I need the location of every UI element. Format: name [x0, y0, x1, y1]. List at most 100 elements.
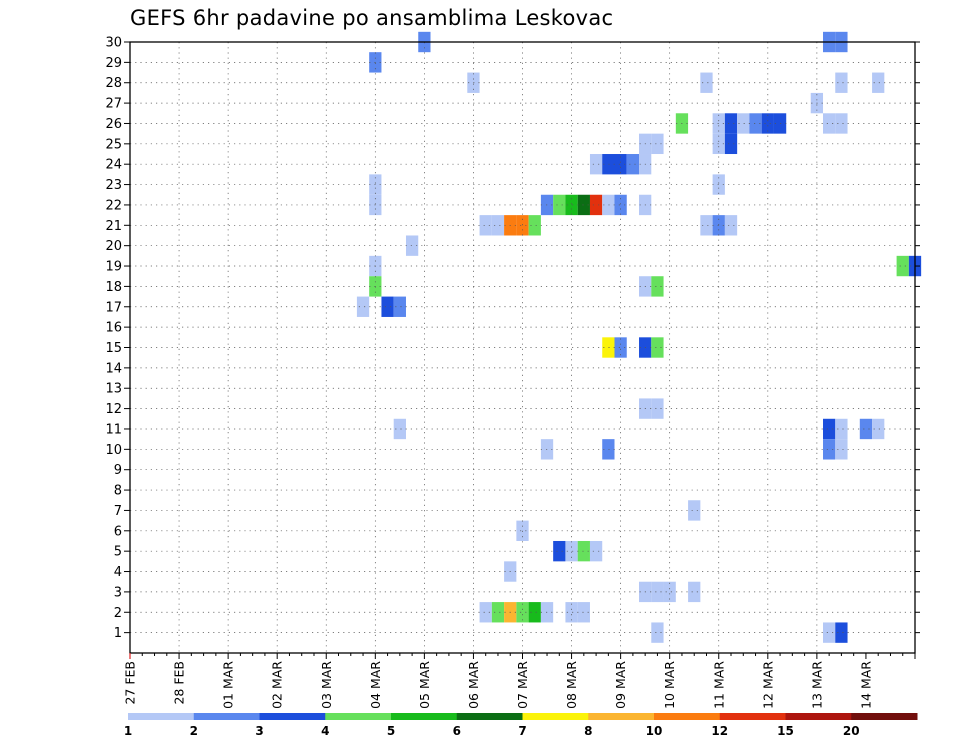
- legend-label: 20: [843, 724, 860, 738]
- heatmap-cell: [651, 133, 664, 155]
- heatmap-cell: [761, 113, 774, 134]
- y-tick-label: 14: [105, 361, 122, 376]
- heatmap-cell: [602, 154, 615, 175]
- heatmap-cell: [823, 113, 836, 134]
- y-tick-label: 8: [114, 484, 122, 499]
- legend-label: 2: [190, 724, 198, 738]
- heatmap-cell: [651, 398, 664, 419]
- heatmap-cell: [626, 154, 640, 175]
- legend-swatch: [588, 713, 655, 720]
- legend-label: 5: [387, 724, 395, 738]
- y-tick-label: 28: [105, 76, 122, 91]
- y-tick-label: 25: [105, 137, 122, 152]
- legend-label: 10: [646, 724, 663, 738]
- x-tick-label: 28 FEB: [172, 661, 187, 705]
- heatmap-cell: [688, 581, 701, 603]
- heatmap-cell: [651, 581, 664, 603]
- heatmap-cells: [356, 31, 922, 643]
- y-axis: 1234567891011121314151617181920212223242…: [105, 36, 920, 641]
- y-tick-label: 13: [105, 382, 122, 397]
- legend-label: 12: [711, 724, 728, 738]
- heatmap-cell: [896, 255, 909, 277]
- x-tick-label: 09 MAR: [613, 661, 628, 709]
- y-tick-label: 10: [105, 443, 122, 458]
- heatmap-cell: [872, 418, 885, 440]
- heatmap-cell: [589, 194, 603, 216]
- heatmap-cell: [491, 602, 505, 623]
- heatmap-cell: [749, 113, 762, 134]
- heatmap-cell: [565, 194, 578, 216]
- legend-swatch: [522, 713, 589, 720]
- y-tick-label: 12: [105, 402, 122, 417]
- x-tick-label: 03 MAR: [319, 661, 334, 709]
- y-tick-label: 11: [105, 422, 122, 437]
- x-tick-label: 10 MAR: [662, 661, 677, 709]
- y-tick-label: 6: [114, 524, 122, 539]
- legend: 1 2 3 4 5 6 7 8 10 12 15 20: [124, 713, 918, 738]
- legend-swatch: [128, 713, 195, 720]
- heatmap-cell: [381, 296, 394, 317]
- heatmap-cell: [577, 602, 590, 623]
- heatmap-cell: [700, 215, 713, 236]
- heatmap-cell: [737, 113, 750, 134]
- heatmap-cell: [688, 500, 701, 521]
- y-tick-label: 26: [105, 117, 122, 132]
- y-tick-label: 15: [105, 341, 122, 356]
- heatmap-cell: [602, 337, 615, 358]
- x-tick-label: 13 MAR: [809, 661, 824, 709]
- legend-label: 15: [777, 724, 794, 738]
- heatmap-cell: [528, 215, 541, 236]
- heatmap-cell: [724, 133, 738, 155]
- legend-swatch: [259, 713, 326, 720]
- x-tick-label: 08 MAR: [564, 661, 579, 709]
- x-axis: 27 FEB 28 FEB 01 MAR 02 MAR 03 MAR 04 MAR 05 M…: [123, 653, 916, 709]
- chart-title: GEFS 6hr padavine po ansamblima Leskovac: [130, 6, 614, 30]
- y-tick-label: 20: [105, 239, 122, 254]
- heatmap-cell: [602, 439, 615, 460]
- y-tick-label: 27: [105, 97, 122, 112]
- heatmap-cell: [516, 215, 529, 236]
- heatmap-cell: [663, 581, 676, 603]
- legend-label: 7: [518, 724, 526, 738]
- heatmap-cell: [700, 72, 713, 93]
- heatmap-cell: [577, 540, 590, 562]
- heatmap-cell: [577, 194, 590, 216]
- legend-swatch: [193, 713, 260, 720]
- y-tick-label: 4: [114, 565, 122, 580]
- legend-swatch: [654, 713, 721, 720]
- heatmap-cell: [614, 194, 627, 216]
- heatmap-cell: [651, 276, 664, 297]
- legend-swatch: [851, 713, 918, 720]
- y-tick-label: 21: [105, 219, 122, 234]
- heatmap-cell: [405, 235, 419, 256]
- legend-swatch: [391, 713, 458, 720]
- y-tick-label: 9: [114, 463, 122, 478]
- heatmap-cell: [823, 622, 836, 643]
- y-tick-label: 19: [105, 260, 122, 275]
- x-tick-label: 14 MAR: [858, 661, 873, 709]
- heatmap-cell: [393, 418, 406, 440]
- x-tick-label: 01 MAR: [221, 661, 236, 709]
- legend-label: 1: [124, 724, 132, 738]
- heatmap-cell: [835, 622, 848, 643]
- heatmap-cell: [724, 215, 738, 236]
- legend-swatch: [456, 713, 523, 720]
- y-tick-label: 23: [105, 178, 122, 193]
- y-tick-label: 16: [105, 321, 122, 336]
- heatmap-cell: [835, 113, 848, 134]
- x-tick-label: 27 FEB: [123, 661, 138, 705]
- heatmap-cell: [393, 296, 406, 317]
- x-tick-label: 05 MAR: [417, 661, 432, 709]
- heatmap-cell: [589, 154, 603, 175]
- legend-label: 6: [453, 724, 461, 738]
- heatmap-cell: [724, 113, 738, 134]
- heatmap-cell: [602, 194, 615, 216]
- y-tick-label: 7: [114, 504, 122, 519]
- y-tick-label: 22: [105, 198, 122, 213]
- legend-label: 3: [255, 724, 263, 738]
- y-tick-label: 24: [105, 158, 122, 173]
- heatmap-cell: [872, 72, 885, 93]
- heatmap-cell: [479, 602, 492, 623]
- legend-swatch: [785, 713, 852, 720]
- heatmap-cell: [528, 602, 541, 623]
